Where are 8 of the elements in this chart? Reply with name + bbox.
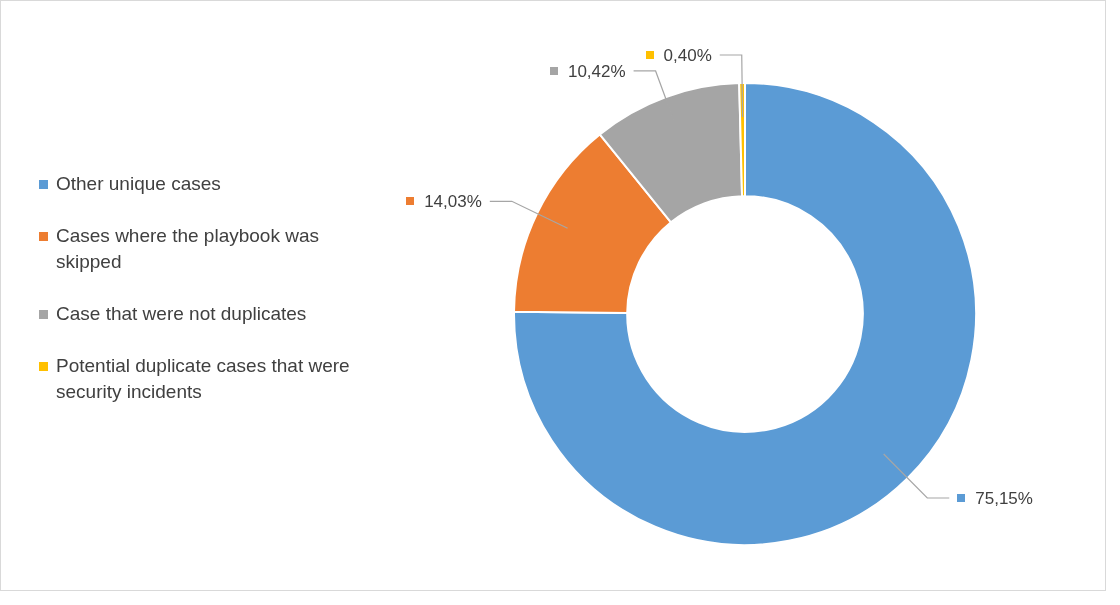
legend-label: Case that were not duplicates <box>56 302 307 326</box>
data-label: 75,15% <box>975 488 1033 508</box>
legend-label: Cases where the playbook was skipped <box>56 224 320 274</box>
legend-label: Other unique cases <box>56 172 221 196</box>
data-label: 0,40% <box>663 45 712 65</box>
data-label: 10,42% <box>567 61 626 81</box>
legend-label: Potential duplicate cases that were security incidents <box>56 354 351 404</box>
data-label: 14,03% <box>424 191 482 211</box>
